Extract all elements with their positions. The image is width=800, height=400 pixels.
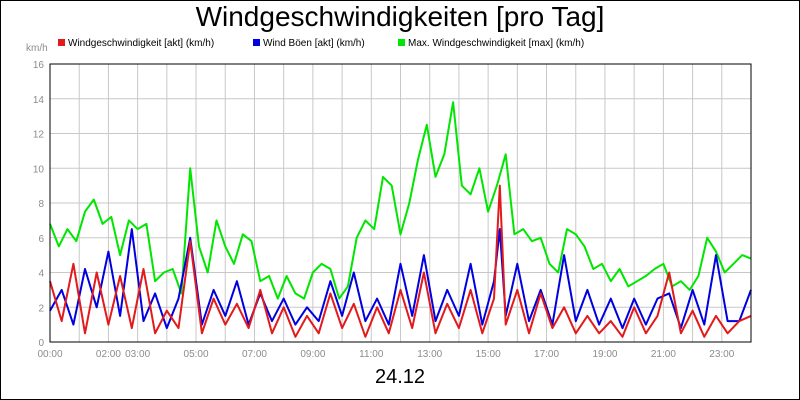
x-axis-date-label: 24.12 xyxy=(374,366,426,388)
legend-swatch-blue xyxy=(253,38,260,46)
x-tick-label: 21:00 xyxy=(651,349,676,360)
y-tick-label: 0 xyxy=(38,338,44,349)
legend-item-max-speed: Max. Windgeschwindigkeit [max] (km/h) xyxy=(398,38,584,49)
series-line-gusts xyxy=(49,228,752,330)
series-line-current-speed xyxy=(49,184,752,338)
y-tick-label: 4 xyxy=(38,269,44,280)
legend-swatch-green xyxy=(398,38,405,46)
x-tick-label: 03:00 xyxy=(125,349,150,360)
x-tick-label: 15:00 xyxy=(476,349,501,360)
x-tick-label: 07:00 xyxy=(242,349,267,360)
x-tick-label: 02:00 xyxy=(96,349,121,360)
legend-label: Wind Böen [akt] (km/h) xyxy=(263,38,365,49)
x-tick-label: 00:00 xyxy=(37,349,62,360)
y-tick-label: 16 xyxy=(33,60,45,71)
x-tick-label: 09:00 xyxy=(300,349,325,360)
y-tick-label: 2 xyxy=(38,303,44,314)
legend-swatch-red xyxy=(58,38,65,46)
x-tick-label: 17:00 xyxy=(534,349,559,360)
y-tick-label: 6 xyxy=(38,234,44,245)
x-tick-label: 13:00 xyxy=(417,349,442,360)
x-tick-label: 11:00 xyxy=(359,349,384,360)
x-tick-label: 05:00 xyxy=(184,349,209,360)
y-tick-label: 12 xyxy=(33,130,45,141)
x-tick-label: 23:00 xyxy=(709,349,734,360)
legend-item-current-speed: Windgeschwindigkeit [akt] (km/h) xyxy=(58,38,214,49)
plot-border xyxy=(49,63,752,343)
legend-label: Max. Windgeschwindigkeit [max] (km/h) xyxy=(408,38,585,49)
x-tick-label: 19:00 xyxy=(592,349,617,360)
y-tick-label: 14 xyxy=(33,95,45,106)
y-tick-label: 8 xyxy=(38,199,44,210)
series-line-max-speed xyxy=(49,101,752,300)
y-tick-label: 10 xyxy=(33,164,45,175)
legend-label: Windgeschwindigkeit [akt] (km/h) xyxy=(68,38,215,49)
chart-title: Windgeschwindigkeiten [pro Tag] xyxy=(195,1,605,32)
legend-item-gusts: Wind Böen [akt] (km/h) xyxy=(253,38,365,49)
y-axis-unit-label: km/h xyxy=(26,43,48,54)
